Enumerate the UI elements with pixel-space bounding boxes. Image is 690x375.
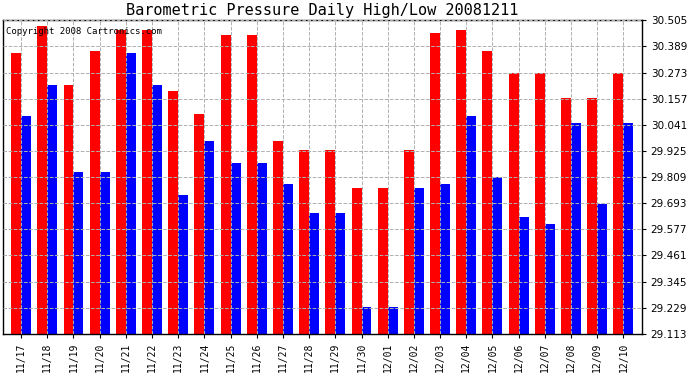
Bar — [456, 30, 466, 334]
Bar — [509, 73, 519, 334]
Bar — [126, 53, 136, 334]
Bar — [283, 184, 293, 334]
Bar — [519, 217, 529, 334]
Bar — [597, 204, 607, 334]
Bar — [482, 51, 493, 334]
Bar — [257, 164, 267, 334]
Bar — [404, 150, 414, 334]
Title: Barometric Pressure Daily High/Low 20081211: Barometric Pressure Daily High/Low 20081… — [126, 3, 518, 18]
Bar — [430, 33, 440, 334]
Bar — [247, 35, 257, 334]
Bar — [587, 98, 597, 334]
Bar — [273, 141, 283, 334]
Text: Copyright 2008 Cartronics.com: Copyright 2008 Cartronics.com — [6, 27, 162, 36]
Bar — [466, 116, 476, 334]
Bar — [352, 188, 362, 334]
Bar — [377, 188, 388, 334]
Bar — [37, 26, 48, 334]
Bar — [571, 123, 581, 334]
Bar — [63, 84, 73, 334]
Bar — [388, 308, 397, 334]
Bar — [195, 114, 204, 334]
Bar — [326, 150, 335, 334]
Bar — [99, 172, 110, 334]
Bar — [48, 84, 57, 334]
Bar — [152, 84, 162, 334]
Bar — [168, 91, 178, 334]
Bar — [11, 53, 21, 334]
Bar — [21, 116, 31, 334]
Bar — [230, 164, 241, 334]
Bar — [335, 213, 345, 334]
Bar — [414, 188, 424, 334]
Bar — [535, 73, 545, 334]
Bar — [142, 30, 152, 334]
Bar — [73, 172, 83, 334]
Bar — [116, 30, 126, 334]
Bar — [561, 98, 571, 334]
Bar — [178, 195, 188, 334]
Bar — [613, 73, 623, 334]
Bar — [493, 177, 502, 334]
Bar — [90, 51, 99, 334]
Bar — [299, 150, 309, 334]
Bar — [204, 141, 215, 334]
Bar — [309, 213, 319, 334]
Bar — [545, 224, 555, 334]
Bar — [623, 123, 633, 334]
Bar — [362, 308, 371, 334]
Bar — [221, 35, 230, 334]
Bar — [440, 184, 450, 334]
